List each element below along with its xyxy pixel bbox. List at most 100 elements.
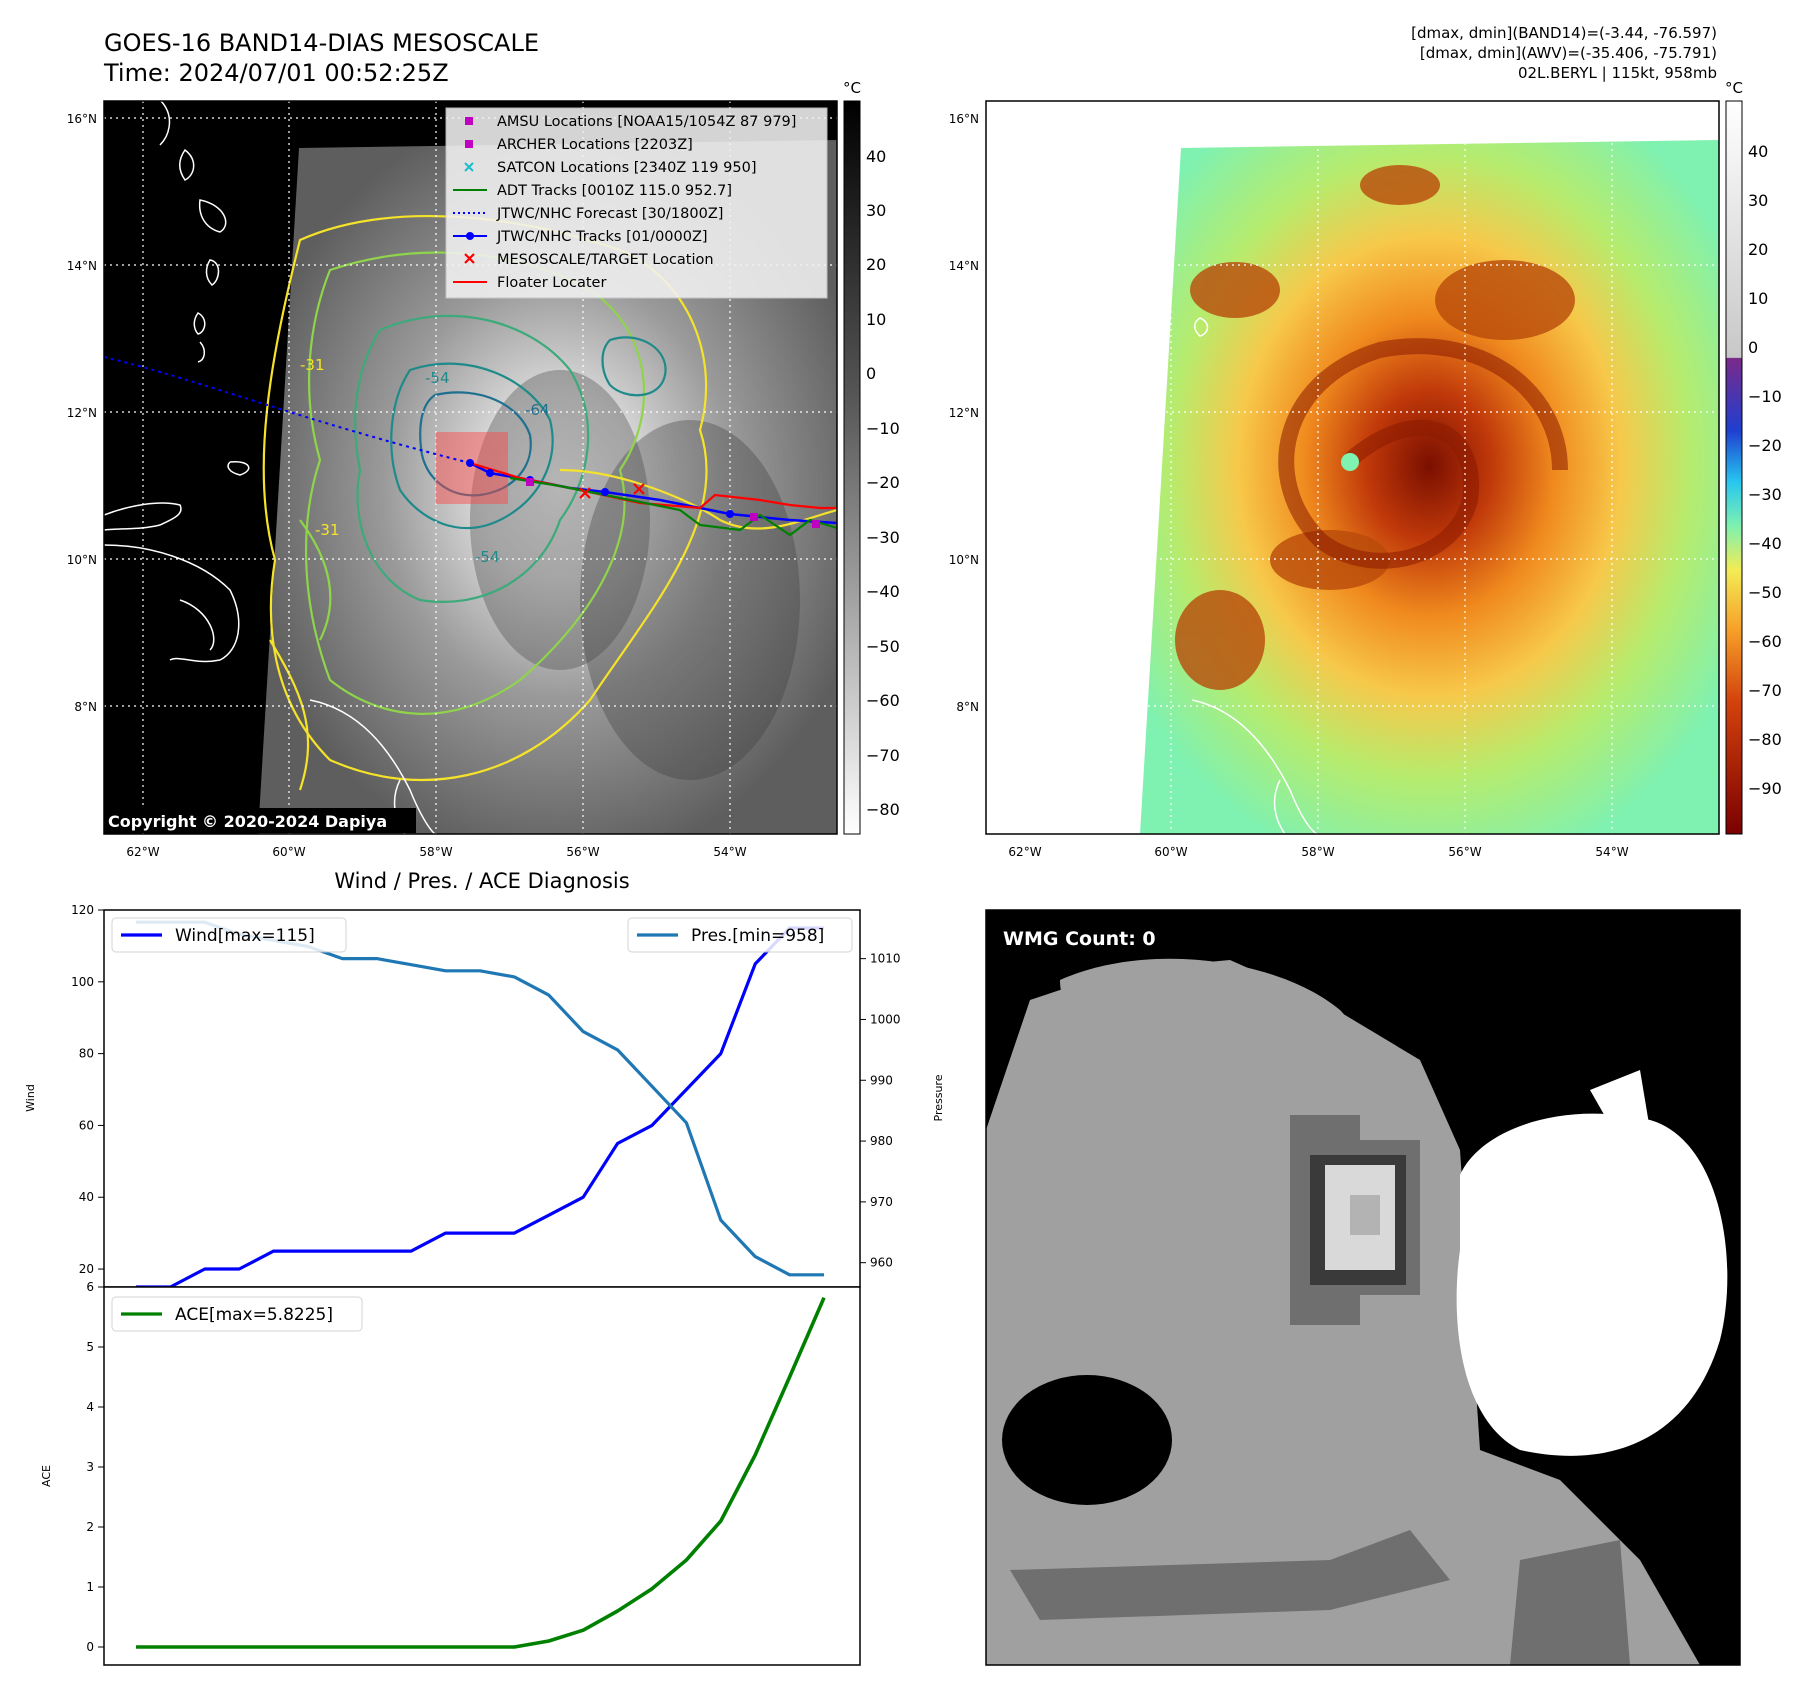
cbar-tick: 40: [866, 147, 886, 166]
map-legend: AMSU Locations [NOAA15/1054Z 87 979] ARC…: [445, 107, 828, 299]
wmg-white-patch: [1590, 1070, 1650, 1130]
cbar-tick: −50: [866, 637, 900, 656]
cbar-tick: −40: [866, 582, 900, 601]
ace-frame: [103, 1286, 861, 1666]
wind-legend: Wind[max=115]: [111, 917, 347, 953]
lat-label: 16°N: [67, 112, 97, 126]
satcon-marker-icon: [464, 162, 474, 172]
lat-label: 14°N: [949, 259, 979, 273]
contour-label-3: -64: [525, 401, 550, 419]
pressure-legend-label: Pres.[min=958]: [691, 926, 824, 946]
lon-label: 56°W: [566, 845, 599, 859]
wmg-dark-gray-band: [1010, 1530, 1450, 1620]
wmg-label-box: [994, 922, 1176, 954]
cbar-tick: 10: [866, 310, 886, 329]
lat-label: 12°N: [67, 406, 97, 420]
wind-pressure-panel: 20 40 60 80 100 120 960 970 980 990 1000 1010 Wind…: [24, 903, 945, 1289]
awv-swath: [1140, 140, 1719, 834]
awv-eye: [1341, 453, 1359, 471]
cbar-tick: 0: [866, 364, 876, 383]
ace-legend-label: ACE[max=5.8225]: [175, 1305, 333, 1325]
wmg-frame: [985, 909, 1741, 1666]
copyright-text: Copyright © 2020-2024 Dapiya: [108, 812, 387, 831]
legend-item-satcon: SATCON Locations [2340Z 119 950]: [464, 160, 756, 176]
wind-pressure-frame: [103, 909, 861, 1288]
ir-coastlines: [104, 101, 436, 834]
pressure-axis-tick-label: 980: [870, 1134, 893, 1148]
jtwc-point-icon: [466, 232, 474, 240]
pressure-axis-tick-label: 990: [870, 1073, 893, 1087]
awv-colorbar: [1725, 100, 1743, 835]
awv-coastlines: [1191, 317, 1318, 834]
amsu-marker-icon: [465, 117, 473, 125]
cbar-tick: 40: [1748, 142, 1768, 161]
ace-legend-box: [111, 1296, 363, 1332]
legend-item-amsu: AMSU Locations [NOAA15/1054Z 87 979]: [465, 114, 796, 130]
ace-axis-tick-label: 3: [86, 1460, 94, 1474]
cbar-tick: 30: [866, 201, 886, 220]
lat-label: 10°N: [949, 553, 979, 567]
lat-label: 12°N: [949, 406, 979, 420]
cbar-tick: 30: [1748, 191, 1768, 210]
wind-series-line: [136, 926, 824, 1289]
cbar-tick: 0: [1748, 338, 1758, 357]
legend-label: Floater Locater: [497, 275, 606, 291]
legend-label: ADT Tracks [0010Z 115.0 952.7]: [497, 183, 732, 199]
ace-y-ticks: 0 1 2 3 4 5 6: [86, 1280, 104, 1654]
legend-label: SATCON Locations [2340Z 119 950]: [497, 160, 756, 176]
ir-map-frame: [103, 100, 838, 835]
ir-dark-band-east: [580, 420, 800, 780]
ace-axis-tick-label: 5: [86, 1340, 94, 1354]
ace-axis-tick-label: 2: [86, 1520, 94, 1534]
amsu-markers: [526, 478, 820, 528]
cbar-tick: −20: [1748, 436, 1782, 455]
cbar-tick: −60: [866, 691, 900, 710]
pressure-y-ticks: 960 970 980 990 1000 1010: [860, 952, 901, 1270]
wind-legend-label: Wind[max=115]: [175, 926, 315, 946]
legend-label: JTWC/NHC Tracks [01/0000Z]: [496, 229, 708, 245]
awv-lon-labels: 62°W 60°W 58°W 56°W 54°W: [1008, 845, 1628, 859]
figure-time: Time: 2024/07/01 00:52:25Z: [103, 59, 449, 87]
pressure-axis-tick-label: 1000: [870, 1012, 901, 1026]
cbar-tick: −20: [866, 473, 900, 492]
cbar-tick: −50: [1748, 583, 1782, 602]
ir-colorbar: [843, 100, 861, 835]
cbar-tick: −70: [866, 746, 900, 765]
awv-colorbar-ticks: 40 30 20 10 0 −10 −20 −30 −40 −50 −60 −7…: [1748, 142, 1782, 798]
ace-axis-tick-label: 4: [86, 1400, 94, 1414]
awv-colorbar-unit: °C: [1725, 79, 1743, 97]
legend-item-archer: ARCHER Locations [2203Z]: [465, 137, 693, 153]
wind-axis-tick-label: 20: [79, 1262, 94, 1276]
wind-y-ticks: 20 40 60 80 100 120: [71, 903, 104, 1276]
lat-label: 16°N: [949, 112, 979, 126]
legend-label: MESOSCALE/TARGET Location: [497, 252, 714, 268]
stats-band14: [dmax, dmin](BAND14)=(-3.44, -76.597): [1411, 24, 1717, 42]
wmg-eye-center: [1350, 1195, 1380, 1235]
lon-label: 54°W: [1595, 845, 1628, 859]
awv-cold-clouds: [1175, 165, 1575, 690]
legend-item-forecast: JTWC/NHC Forecast [30/1800Z]: [453, 206, 723, 222]
mesoscale-markers: [579, 483, 645, 499]
wind-axis-tick-label: 100: [71, 975, 94, 989]
awv-map-frame: [985, 100, 1720, 835]
legend-label: AMSU Locations [NOAA15/1054Z 87 979]: [497, 114, 796, 130]
legend-item-mesoscale: MESOSCALE/TARGET Location: [464, 252, 714, 268]
legend-item-adt: ADT Tracks [0010Z 115.0 952.7]: [453, 183, 732, 199]
wmg-black-hole: [1002, 1375, 1172, 1505]
lat-label: 10°N: [67, 553, 97, 567]
contour-label-4: -31: [300, 356, 325, 374]
contour-label-2: -54: [475, 548, 500, 566]
diag-title: Wind / Pres. / ACE Diagnosis: [334, 869, 629, 893]
lon-label: 58°W: [1301, 845, 1334, 859]
map-legend-box: [445, 107, 828, 299]
ace-legend: ACE[max=5.8225]: [111, 1296, 363, 1332]
awv-lat-labels: 16°N 14°N 12°N 10°N 8°N: [949, 112, 979, 714]
ir-lat-labels: 16°N 14°N 12°N 10°N 8°N: [67, 112, 97, 714]
wmg-dark-gray-south: [1510, 1540, 1630, 1665]
ace-axis-tick-label: 1: [86, 1580, 94, 1594]
wmg-white-region: [1456, 1113, 1728, 1456]
cbar-tick: −80: [1748, 730, 1782, 749]
copyright-box: [104, 808, 416, 833]
pressure-legend-box: [627, 917, 853, 953]
